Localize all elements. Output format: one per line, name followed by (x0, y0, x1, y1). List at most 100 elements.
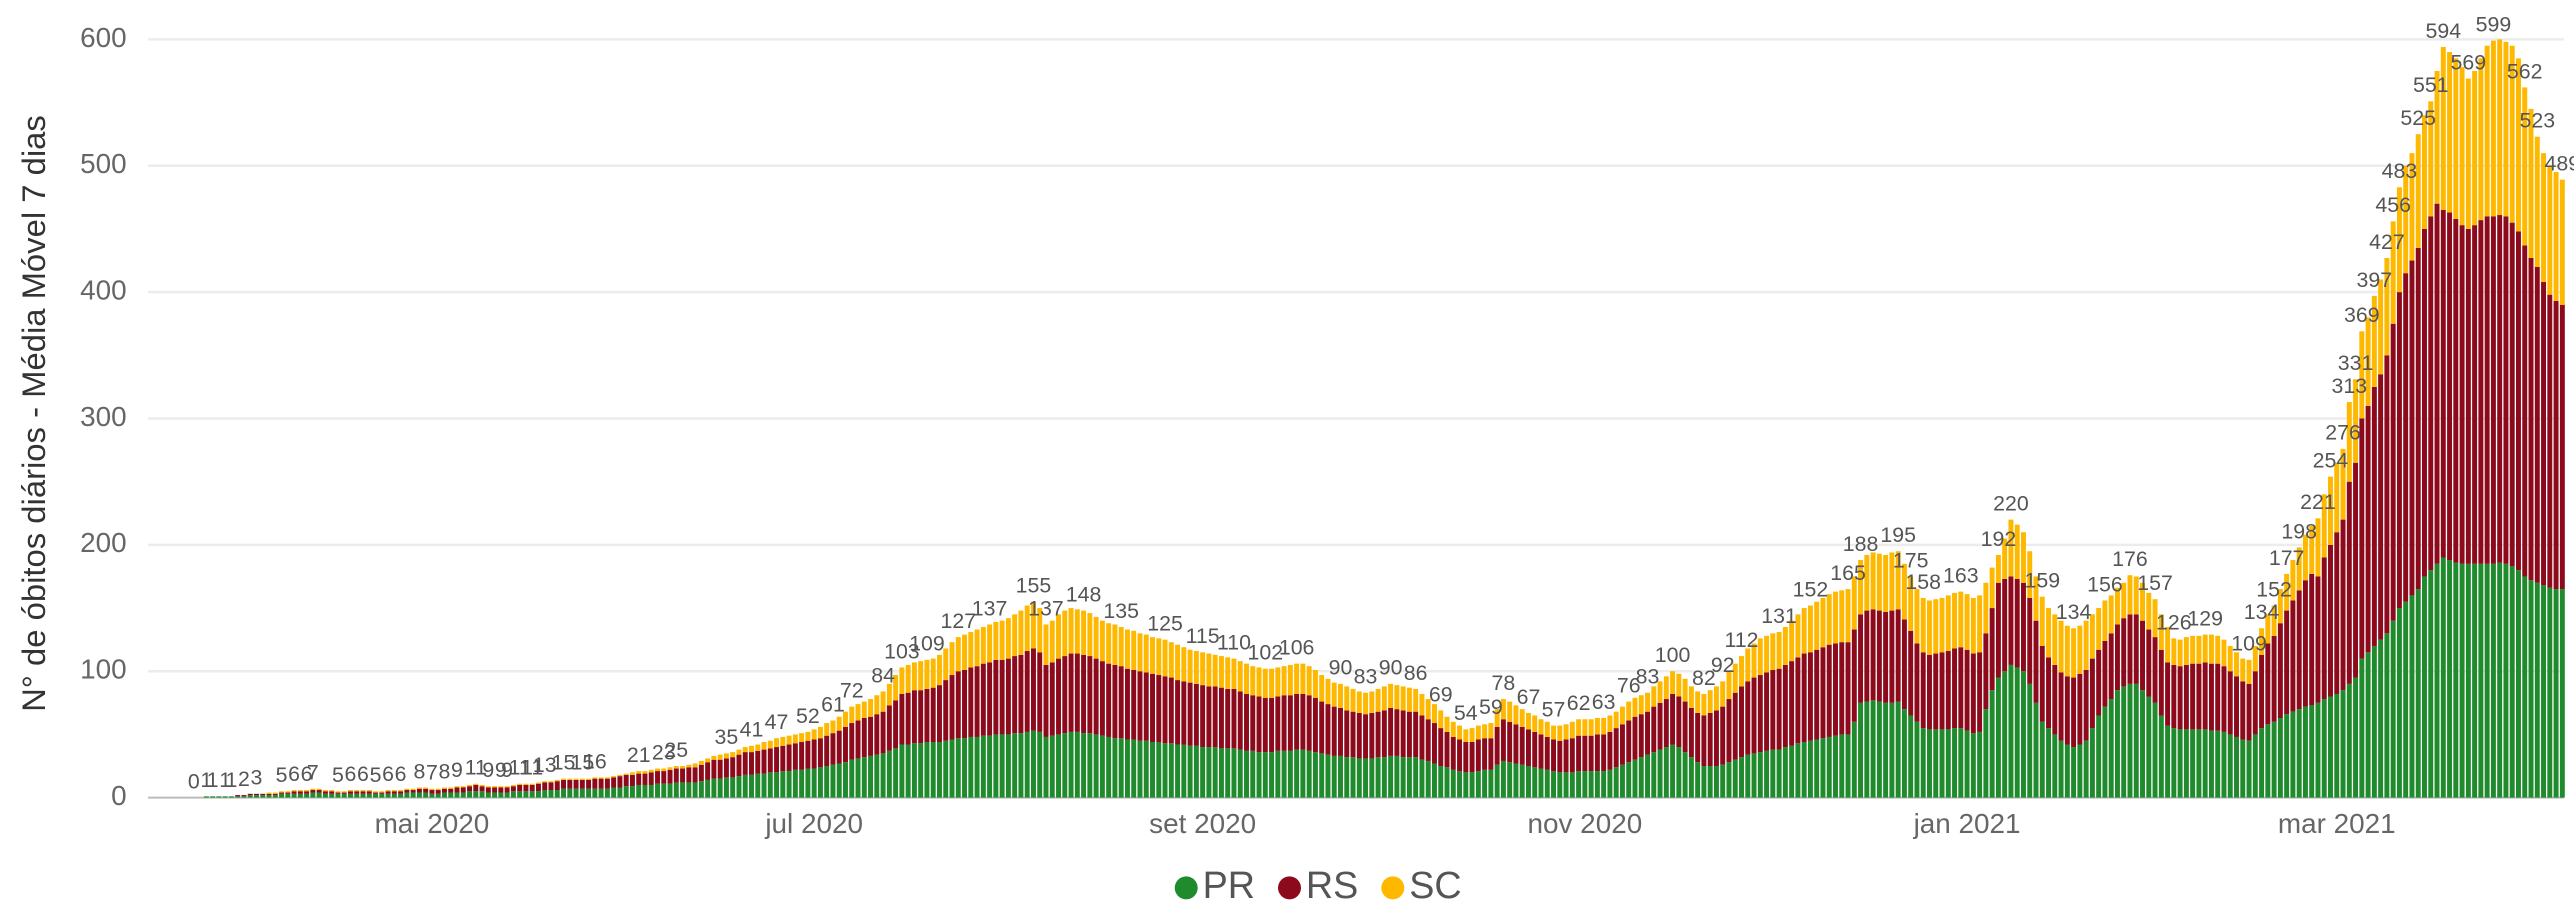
bar-segment (241, 795, 247, 797)
bar-segment (698, 760, 704, 765)
bar-segment (1175, 680, 1181, 745)
bar-segment (2334, 462, 2340, 533)
bar-segment (1513, 705, 1519, 725)
bar-segment (1582, 735, 1588, 772)
bar-segment (1143, 672, 1149, 741)
bar-segment (805, 731, 811, 741)
bar-segment (705, 762, 711, 780)
bar-segment (573, 788, 579, 798)
bar-segment (2328, 476, 2333, 545)
bar-segment (2290, 711, 2296, 798)
bar-segment (341, 792, 347, 794)
bar-segment (755, 750, 761, 774)
bar-segment (1927, 729, 1932, 798)
bar-segment (1613, 728, 1619, 768)
bar-segment (1801, 653, 1807, 743)
bar-segment (535, 782, 541, 784)
bar-segment (1475, 771, 1481, 798)
bar-segment (2096, 715, 2102, 798)
bar-segment (648, 784, 654, 798)
bar-segment (272, 795, 278, 798)
bar-segment (1469, 742, 1475, 773)
bar-segment (2146, 629, 2152, 697)
bar-segment (755, 773, 761, 798)
bar-segment (749, 752, 754, 775)
bar-segment (805, 768, 811, 798)
bar-segment (799, 742, 805, 770)
bar-segment (1726, 762, 1732, 798)
bar-segment (749, 774, 754, 798)
bar-segment (2140, 690, 2145, 798)
bar-segment (962, 738, 968, 798)
bar-segment (1081, 654, 1087, 734)
bar-segment (1005, 658, 1011, 735)
bar-segment (1657, 681, 1663, 703)
bar-segment (893, 748, 899, 798)
total-label: 92 (1711, 653, 1735, 677)
bar-segment (617, 787, 623, 798)
bar-segment (2296, 709, 2302, 798)
bar-segment (1933, 599, 1939, 654)
bar-segment (717, 759, 723, 779)
bar-segment (1237, 661, 1243, 692)
bar-segment (1432, 704, 1437, 724)
bar-segment (880, 711, 886, 754)
bar-segment (1732, 663, 1738, 693)
bar-segment (1632, 759, 1638, 798)
bar-segment (598, 788, 604, 798)
bar-segment (686, 782, 692, 798)
total-label: 525 (2400, 106, 2436, 130)
bar-segment (542, 790, 548, 798)
bar-segment (1244, 693, 1249, 751)
bar-segment (2284, 573, 2290, 611)
bar-segment (1457, 725, 1463, 740)
bar-segment (1952, 592, 1958, 649)
bar-segment (1588, 771, 1594, 798)
bar-segment (2453, 58, 2459, 219)
bar-segment (379, 792, 385, 794)
bar-segment (2390, 221, 2396, 324)
total-label: 110 (1217, 630, 1251, 654)
bar-segment (1695, 762, 1701, 798)
bar-segment (1601, 771, 1607, 798)
bar-segment (1363, 714, 1369, 759)
bar-segment (2534, 582, 2540, 798)
bar-segment (492, 792, 498, 798)
bar-segment (2077, 673, 2083, 745)
bar-segment (1369, 712, 1375, 759)
bar-segment (1789, 745, 1795, 798)
bar-segment (1488, 769, 1494, 798)
bar-segment (1914, 721, 1920, 798)
bar-segment (880, 753, 886, 798)
bar-segment (1883, 702, 1889, 798)
total-label: 59 (1479, 695, 1503, 719)
total-label: 63 (1592, 690, 1616, 714)
bar-segment (1519, 764, 1525, 798)
total-label: 84 (871, 663, 895, 687)
bar-segment (2102, 706, 2108, 798)
bar-segment (1607, 715, 1613, 732)
bar-segment (1626, 701, 1632, 721)
bar-segment (1569, 738, 1575, 773)
total-label: 67 (1517, 685, 1541, 709)
bar-segment (310, 788, 316, 791)
bar-segment (930, 658, 936, 688)
bar-segment (297, 790, 303, 792)
bar-segment (1262, 752, 1268, 798)
total-label: 220 (1993, 491, 2029, 515)
bar-segment (316, 788, 322, 791)
bar-segment (2227, 734, 2233, 798)
bar-segment (542, 782, 548, 791)
bar-segment (1983, 709, 1989, 798)
bar-segment (2014, 667, 2020, 798)
total-label: 254 (2313, 448, 2349, 472)
bar-segment (1312, 669, 1318, 698)
y-tick-label: 200 (80, 527, 127, 558)
bar-segment (1525, 712, 1531, 730)
total-label: 106 (1279, 636, 1315, 660)
bar-segment (567, 779, 573, 789)
total-label: 13 (533, 753, 557, 777)
bar-segment (849, 706, 855, 724)
bar-segment (2353, 677, 2359, 798)
bar-segment (2559, 589, 2565, 798)
